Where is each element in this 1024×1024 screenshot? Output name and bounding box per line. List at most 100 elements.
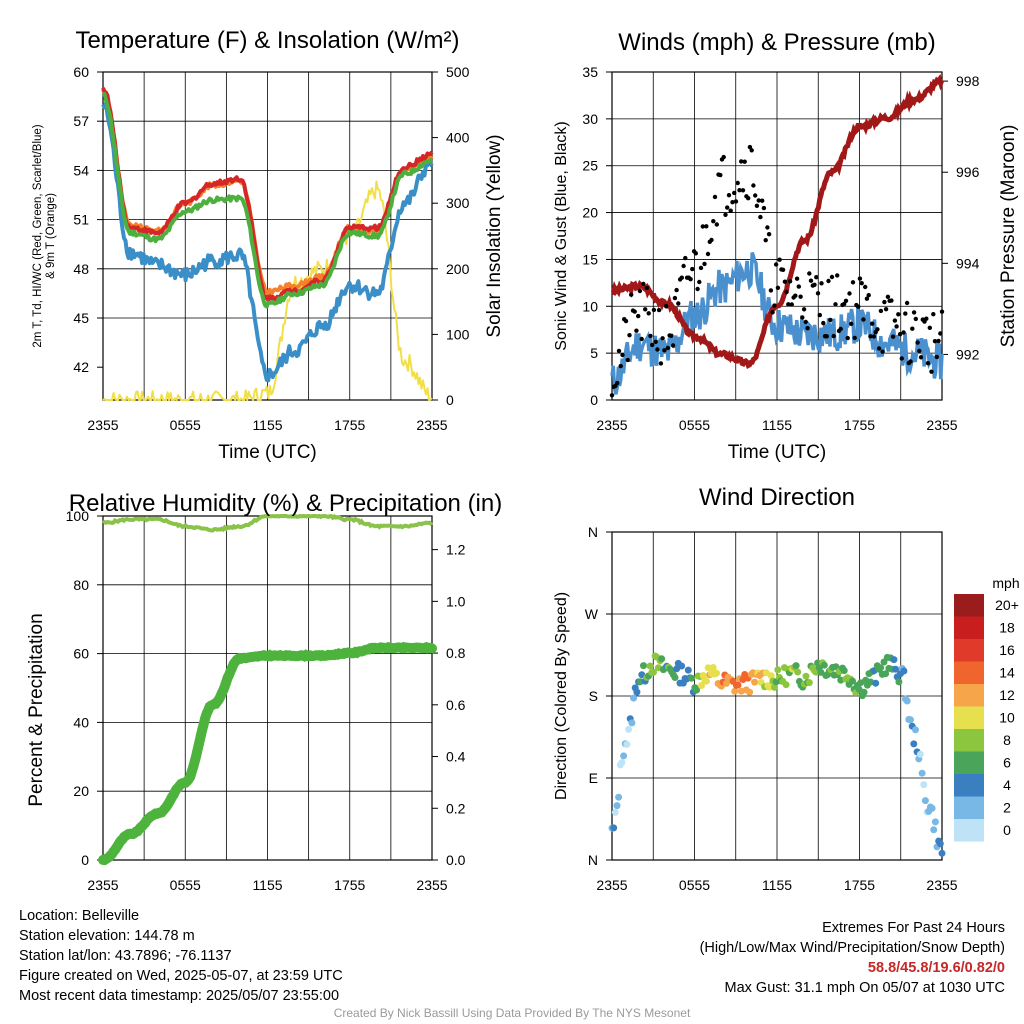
gust-point — [917, 348, 922, 354]
gust-point — [911, 310, 917, 315]
created-text: Figure created on Wed, 2025-05-07, at 23… — [19, 968, 343, 984]
wind-y2-tick-label: 992 — [956, 346, 980, 362]
wind-x-tick-label: 1155 — [762, 417, 792, 433]
gust-point — [800, 315, 805, 320]
gust-point — [932, 339, 938, 344]
gust-point — [740, 188, 746, 193]
gust-point — [643, 307, 648, 312]
temp-y-tick-label: 54 — [73, 162, 89, 178]
gust-point — [705, 251, 711, 257]
gust-point — [766, 232, 772, 237]
wind-direction-point — [872, 679, 880, 687]
gust-point — [709, 237, 714, 243]
wind-direction-point — [688, 674, 696, 682]
gust-point — [616, 348, 622, 354]
wind-direction-point — [860, 688, 868, 696]
wind-direction-point — [610, 824, 618, 832]
wind-direction-point — [910, 740, 918, 748]
rh-y-tick-label: 20 — [73, 783, 89, 799]
wind-direction-point — [900, 667, 908, 675]
gust-point — [615, 380, 620, 386]
gust-point — [882, 299, 887, 305]
temp-y-axis-label-2: & 9m T (Orange) — [45, 193, 57, 279]
extremes-panel: Extremes For Past 24 Hours (High/Low/Max… — [700, 918, 1005, 998]
gust-point — [641, 281, 646, 287]
temp-y2-axis-label: Solar Insolation (Yellow) — [484, 134, 505, 337]
temp-y-tick-label: 60 — [73, 64, 89, 80]
gust-point — [780, 267, 786, 272]
speed-legend-label: 8 — [1003, 732, 1011, 748]
gust-point — [938, 331, 943, 336]
wind-y2-tick-label: 994 — [956, 255, 980, 271]
gust-point — [651, 307, 657, 313]
gust-point — [876, 346, 882, 351]
gust-point — [904, 300, 910, 306]
speed-legend-label: 16 — [999, 642, 1015, 658]
gust-point — [815, 291, 821, 296]
gust-point — [702, 261, 707, 267]
gust-point — [849, 321, 854, 326]
gust-point — [929, 369, 934, 374]
gust-point — [819, 281, 824, 286]
gust-point — [758, 214, 763, 220]
gust-point — [665, 345, 671, 351]
wind-direction-point — [646, 662, 654, 670]
gust-point — [718, 172, 723, 178]
wind-direction-point — [771, 683, 778, 691]
wind-y-tick-label: 30 — [582, 111, 598, 127]
gust-point — [772, 303, 777, 308]
gust-point — [658, 361, 664, 366]
gust-point — [875, 327, 880, 332]
wind-direction-point — [640, 662, 647, 670]
wind-y-tick-label: 20 — [582, 205, 598, 221]
gust-point — [861, 317, 866, 322]
gust-point — [927, 325, 932, 330]
gust-point — [655, 347, 660, 352]
rh-y-tick-label: 40 — [73, 714, 89, 730]
gust-point — [787, 279, 793, 284]
rh-x-tick-label: 2355 — [416, 877, 447, 893]
gust-point — [737, 188, 742, 193]
wind-y2-tick-label: 996 — [956, 164, 980, 180]
gust-point — [756, 198, 761, 203]
wind-y-tick-label: 5 — [590, 345, 598, 361]
gust-point — [730, 200, 735, 205]
temp-y-tick-label: 45 — [73, 310, 89, 326]
wind-direction-point — [671, 674, 679, 681]
gust-point — [903, 311, 908, 316]
gust-point — [913, 316, 918, 322]
wind-direction-point — [882, 670, 890, 678]
gust-point — [711, 219, 716, 224]
wdir-y-tick-label: W — [585, 606, 599, 622]
gust-point — [870, 321, 875, 326]
rh-y2-tick-label: 0.8 — [446, 645, 466, 661]
gust-point — [760, 198, 765, 203]
gust-point — [889, 298, 894, 303]
gust-point — [786, 302, 791, 307]
gust-point — [784, 289, 789, 295]
wind-x-axis-label: Time (UTC) — [728, 442, 827, 463]
gust-point — [798, 294, 803, 299]
gust-point — [794, 276, 800, 281]
gust-point — [679, 275, 684, 280]
gust-point — [871, 334, 877, 339]
latlon-text: Station lat/lon: 43.7896; -76.1137 — [19, 948, 232, 964]
wind-direction-point — [693, 686, 701, 694]
gust-point — [693, 251, 698, 256]
wdir-x-tick-label: 1755 — [844, 877, 875, 893]
speed-legend-label: 18 — [999, 620, 1015, 636]
location-text: Location: Belleville — [19, 908, 140, 924]
temp-x-tick-label: 2355 — [416, 417, 447, 433]
wind-y-tick-label: 10 — [582, 298, 598, 314]
gust-point — [625, 357, 630, 363]
wind-chart-title: Winds (mph) & Pressure (mb) — [618, 29, 935, 56]
gust-point — [868, 334, 873, 339]
wind-direction-point — [907, 716, 914, 724]
rh-y2-tick-label: 0.6 — [446, 697, 466, 713]
speed-legend-label: 6 — [1003, 755, 1011, 771]
wind-direction-point — [782, 681, 790, 689]
gust-point — [733, 199, 739, 204]
speed-legend-label: 4 — [1003, 777, 1011, 793]
wind-y-tick-label: 15 — [582, 251, 598, 267]
speed-legend-label: 0 — [1003, 822, 1011, 838]
